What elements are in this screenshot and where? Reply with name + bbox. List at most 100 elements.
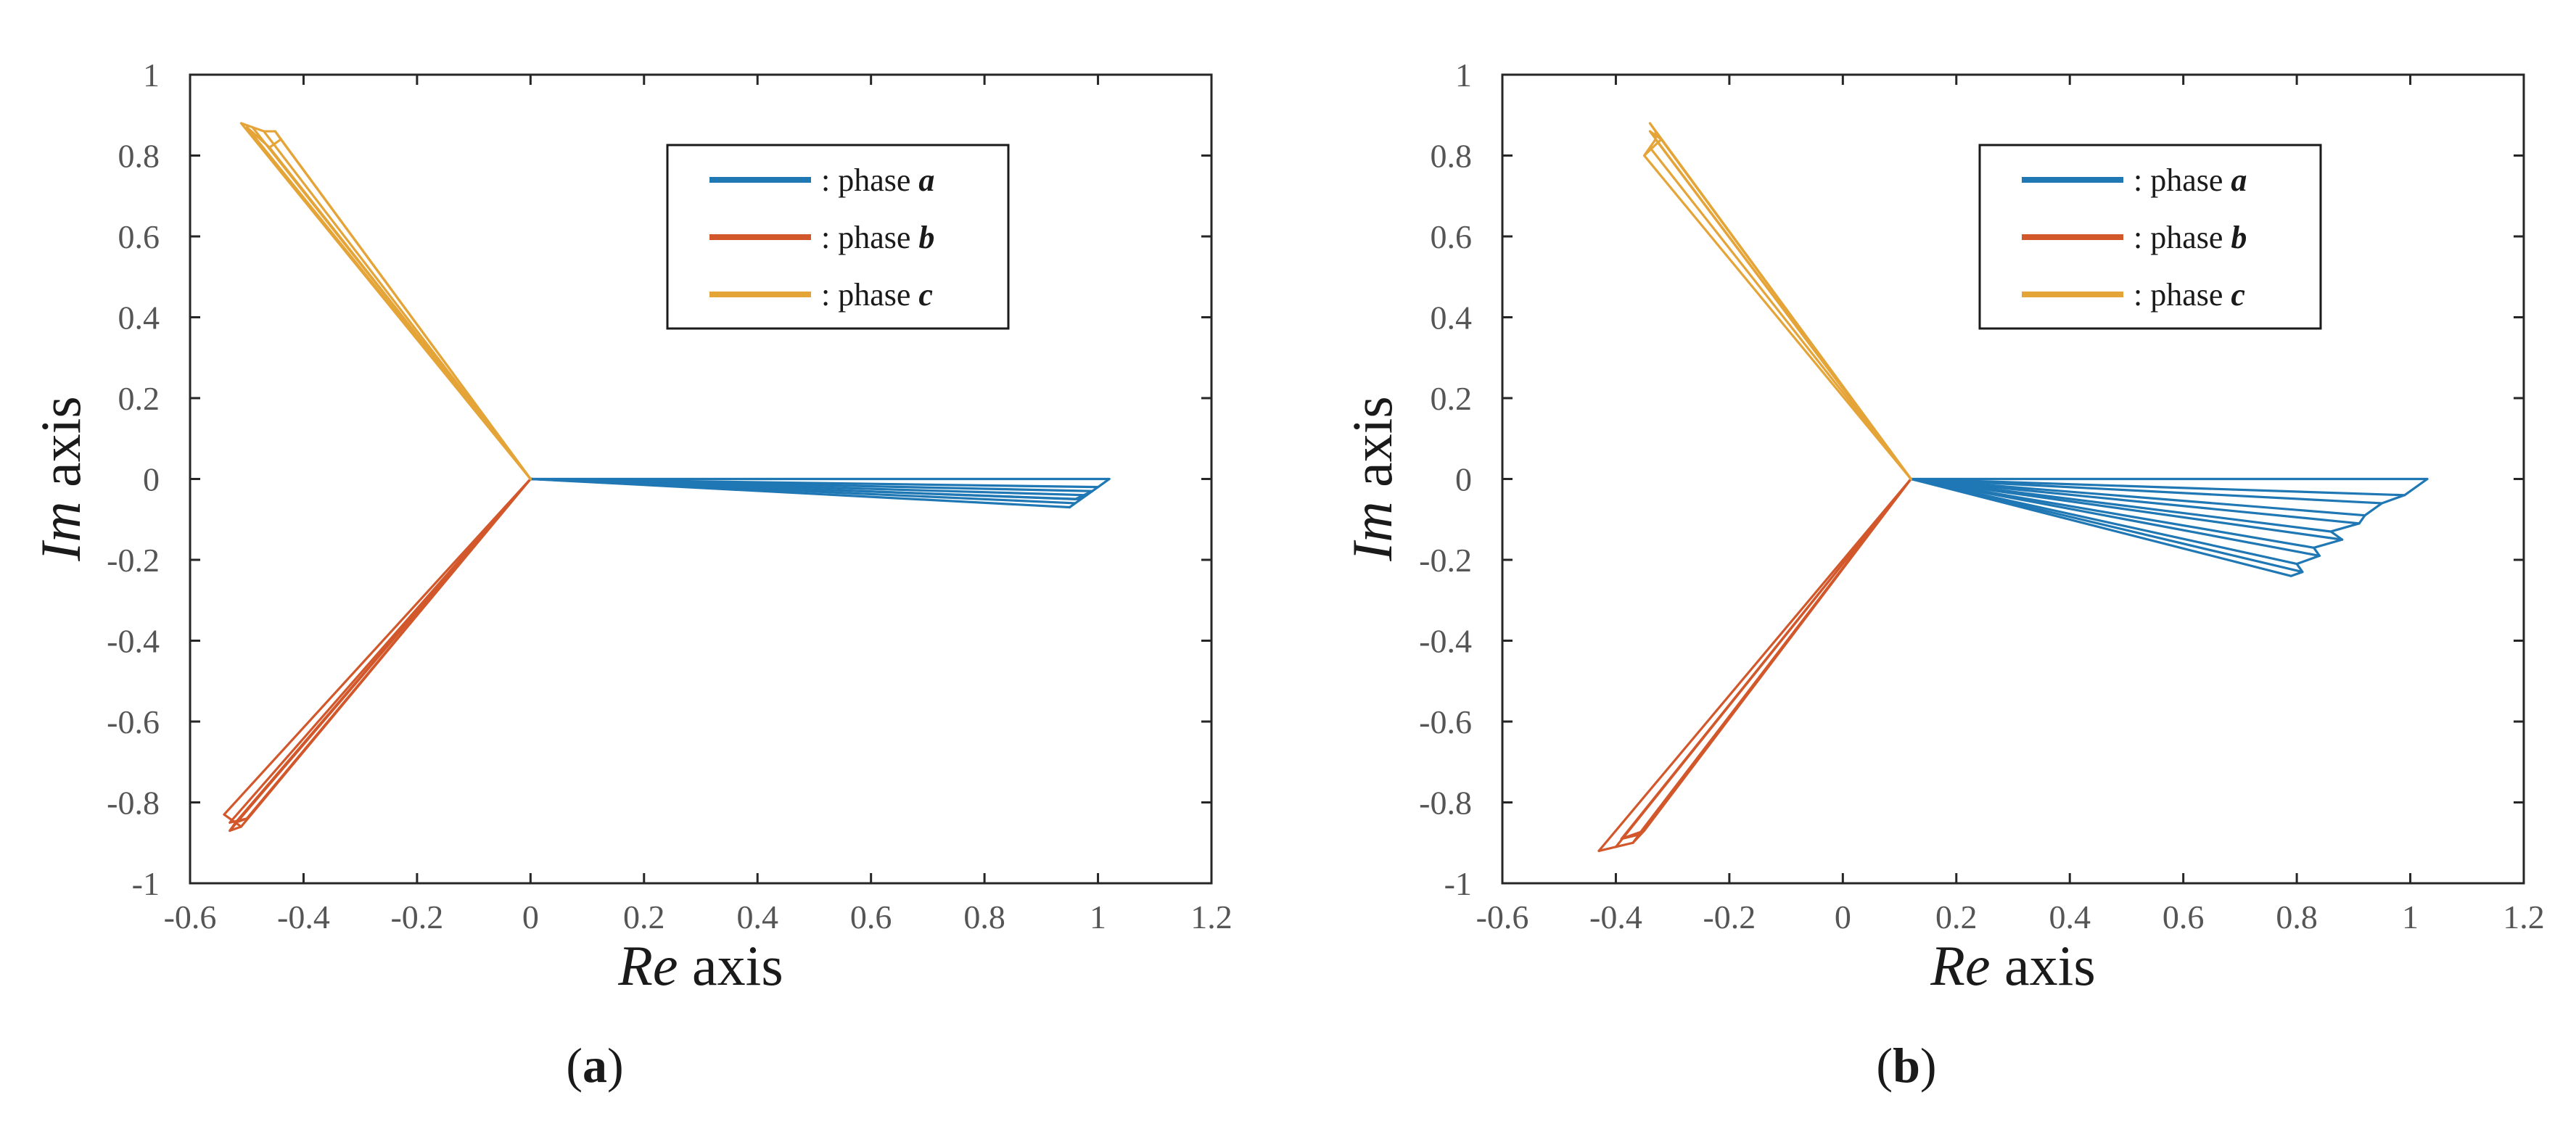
y-tick-label: -0.8	[1419, 785, 1472, 822]
phasor-tip-trace	[1068, 478, 1111, 509]
x-tick-labels: -0.6 -0.4 -0.2 0 0.2 0.4 0.6 0.8 1 1.2	[164, 898, 1233, 935]
legend: : phase a : phase b : phase c	[666, 144, 1010, 330]
y-axis-label: Im axis	[1341, 396, 1404, 561]
y-tick-labels: 1 0.8 0.6 0.4 0.2 0 -0.2 -0.4 -0.6 -0.8 -1	[107, 57, 160, 902]
legend-entry-phase-c: : phase c	[821, 277, 933, 313]
x-tick-label: -0.2	[1703, 898, 1756, 935]
x-tick-label: 0.6	[850, 898, 892, 935]
series-phase-b	[223, 477, 532, 833]
phasor-line	[1909, 477, 2344, 541]
phasor-tip-trace	[1642, 122, 1663, 157]
phasor-line	[245, 477, 532, 820]
panel-label-b: (b)	[1876, 1038, 1936, 1093]
x-tick-label: 1.2	[2503, 898, 2545, 935]
y-tick-label: -0.4	[107, 623, 160, 660]
y-tick-label: 0.2	[1431, 380, 1473, 417]
panel-label-a: (a)	[566, 1038, 623, 1093]
panel-b: -0.6 -0.4 -0.2 0 0.2 0.4 0.6 0.8 1 1.2 1 0.8 0.6 0.4…	[1341, 57, 2545, 1093]
x-tick-label: 0.8	[963, 898, 1005, 935]
y-tick-label: -0.4	[1419, 623, 1472, 660]
y-tick-label: -0.8	[107, 785, 160, 822]
x-tick-label: -0.2	[390, 898, 443, 935]
phasor-line	[1909, 477, 2366, 517]
phasor-line	[1648, 130, 1912, 481]
phasor-line	[1637, 477, 1912, 836]
series-phase-b	[1597, 477, 1912, 853]
y-tick-labels: 1 0.8 0.6 0.4 0.2 0 -0.2 -0.4 -0.6 -0.8 -1	[1419, 57, 1472, 902]
y-tick-label: 0.6	[1431, 218, 1473, 255]
x-tick-labels: -0.6 -0.4 -0.2 0 0.2 0.4 0.6 0.8 1 1.2	[1476, 898, 2545, 935]
y-tick-label: 0.8	[118, 138, 160, 175]
phasor-line	[529, 477, 1077, 500]
y-tick-label: -0.2	[107, 542, 160, 579]
legend-entry-phase-a: : phase a	[2133, 162, 2247, 198]
x-tick-label: 0.2	[1935, 898, 1978, 935]
x-tick-label: -0.6	[1476, 898, 1529, 935]
y-tick-label: 1	[143, 57, 160, 94]
x-tick-label: -0.4	[277, 898, 330, 935]
x-tick-label: 1	[2402, 898, 2419, 935]
x-tick-label: 1	[1090, 898, 1106, 935]
phasor-tip-trace	[1598, 829, 1646, 852]
phasor-line	[1909, 477, 2292, 577]
y-tick-label: -1	[132, 865, 160, 902]
series-phase-c	[239, 122, 532, 481]
y-tick-label: 0.8	[1431, 138, 1473, 175]
phasor-line	[529, 477, 1071, 509]
phasor-line	[245, 125, 532, 481]
x-tick-label: 0	[522, 898, 539, 935]
x-tick-label: 0.2	[623, 898, 665, 935]
legend-entry-phase-a: : phase a	[821, 162, 934, 198]
y-tick-label: -0.2	[1419, 542, 1472, 579]
y-tick-label: -1	[1444, 865, 1472, 902]
x-tick-label: 0.8	[2276, 898, 2318, 935]
series-phase-a	[529, 477, 1111, 509]
phasor-series	[223, 122, 1111, 833]
panel-a: -0.6 -0.4 -0.2 0 0.2 0.4 0.6 0.8 1 1.2 1 0.8 0.6 0.4…	[29, 57, 1233, 1093]
x-tick-label: 0.6	[2163, 898, 2205, 935]
y-tick-label: -0.6	[107, 703, 160, 740]
phasor-tip-trace	[240, 122, 282, 149]
x-tick-label: -0.6	[164, 898, 217, 935]
phasor-line	[1597, 477, 1912, 853]
phasor-line	[1642, 154, 1912, 481]
y-tick-label: 0	[1455, 461, 1472, 498]
phasor-line	[229, 477, 532, 824]
x-tick-label: 0.4	[736, 898, 778, 935]
x-tick-label: 1.2	[1190, 898, 1233, 935]
x-tick-label: 0	[1835, 898, 1851, 935]
tick-marks	[1501, 73, 2525, 885]
phasor-tip-trace	[2290, 478, 2428, 577]
y-tick-label: 0.4	[1431, 299, 1473, 336]
x-axis-label: Re axis	[617, 934, 783, 997]
y-tick-label: -0.6	[1419, 703, 1472, 740]
y-tick-label: 0.4	[118, 299, 160, 336]
legend-entry-phase-b: : phase b	[2133, 220, 2247, 255]
x-tick-label: -0.4	[1589, 898, 1642, 935]
series-phase-c	[1642, 122, 1912, 481]
y-tick-label: 0.2	[118, 380, 160, 417]
phasor-series	[1597, 122, 2429, 853]
y-tick-label: 0.6	[118, 218, 160, 255]
phasor-line	[223, 477, 532, 816]
tick-marks	[189, 73, 1213, 885]
series-phase-a	[1909, 477, 2429, 577]
phasor-line	[1909, 477, 2361, 525]
legend-entry-phase-c: : phase c	[2133, 277, 2245, 313]
phasor-line	[1909, 477, 2406, 497]
legend-entry-phase-b: : phase b	[821, 220, 934, 255]
phasor-line	[1909, 477, 2321, 558]
phasor-line	[279, 138, 532, 481]
y-tick-label: 1	[1455, 57, 1472, 94]
y-axis-label: Im axis	[29, 396, 92, 561]
x-tick-label: 0.4	[2049, 898, 2091, 935]
phasor-line	[529, 477, 1094, 492]
phasor-line	[1909, 477, 2384, 505]
phasor-line	[1648, 146, 1912, 481]
y-tick-label: 0	[143, 461, 160, 498]
legend: : phase a : phase b : phase c	[1978, 144, 2322, 330]
phasor-line	[1620, 477, 1912, 840]
x-axis-label: Re axis	[1930, 934, 2095, 997]
phasor-tip-trace	[223, 813, 248, 833]
